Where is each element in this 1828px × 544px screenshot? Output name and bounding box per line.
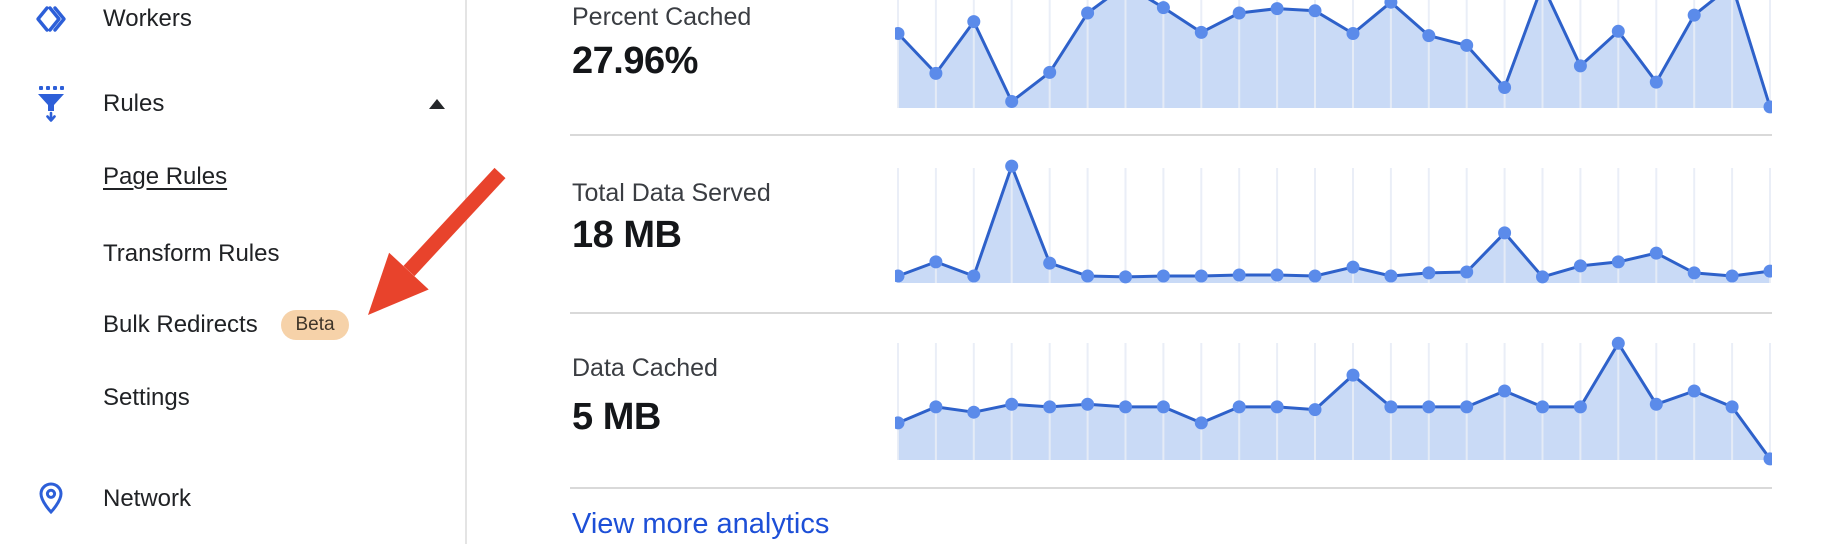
rules-icon — [33, 84, 69, 124]
metric-label-total-data-served: Total Data Served — [572, 179, 771, 207]
location-pin-icon — [33, 479, 69, 519]
sidebar: Workers Rules — [0, 0, 467, 544]
data-cached-chart — [895, 330, 1772, 468]
collapse-caret-icon[interactable] — [429, 99, 445, 109]
view-more-analytics-link[interactable]: View more analytics — [572, 508, 830, 540]
divider — [570, 487, 1772, 489]
metric-value-data-cached: 5 MB — [572, 396, 661, 438]
sidebar-item-label: Network — [103, 485, 192, 512]
workers-icon — [33, 0, 69, 39]
sidebar-item-label: Workers — [103, 5, 192, 32]
sidebar-item-label: Page Rules — [103, 163, 228, 190]
metric-label-percent-cached: Percent Cached — [572, 3, 752, 31]
metric-value-total-data-served: 18 MB — [572, 214, 682, 256]
sidebar-item-label: Transform Rules — [103, 240, 280, 267]
metric-label-data-cached: Data Cached — [572, 354, 718, 382]
divider — [570, 134, 1772, 136]
total-data-served-chart — [895, 145, 1772, 290]
divider — [570, 312, 1772, 314]
sidebar-item-label: Rules — [103, 90, 165, 117]
sidebar-item-label: Bulk Redirects — [103, 311, 258, 338]
percent-cached-chart — [895, 0, 1772, 116]
beta-badge: Beta — [281, 310, 349, 340]
sidebar-item-label: Settings — [103, 384, 190, 411]
metric-value-percent-cached: 27.96% — [572, 40, 698, 82]
